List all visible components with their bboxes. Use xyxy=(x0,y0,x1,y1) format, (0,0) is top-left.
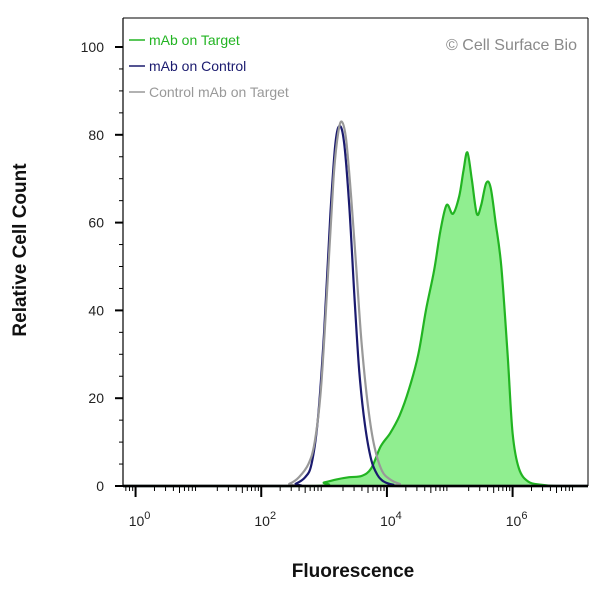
y-tick-label: 20 xyxy=(88,390,104,406)
x-tick-label: 104 xyxy=(380,510,402,529)
x-tick-label: 102 xyxy=(254,510,276,529)
series-line-mab-on-target xyxy=(123,151,588,488)
y-tick-label: 100 xyxy=(81,39,105,55)
y-axis-title: Relative Cell Count xyxy=(10,163,31,337)
series-layer xyxy=(123,120,588,488)
y-tick-label: 0 xyxy=(96,478,104,494)
series-line-control-mab-on-target xyxy=(123,120,588,488)
y-tick-label: 80 xyxy=(88,127,104,143)
legend-label-control-mab-on-target: Control mAb on Target xyxy=(149,84,289,100)
y-tick-label: 40 xyxy=(88,302,104,318)
x-tick-label: 106 xyxy=(506,510,528,529)
axes-layer: 0 20 40 60 80 100 100 102 104 106 xyxy=(81,17,589,529)
x-axis-title: Fluorescence xyxy=(292,561,415,582)
x-tick-label: 100 xyxy=(129,510,151,529)
series-area-mab-on-target xyxy=(123,152,588,486)
series-line-mab-on-control xyxy=(123,124,588,488)
legend: mAb on Target mAb on Control Control mAb o… xyxy=(129,32,289,100)
legend-label-mab-on-control: mAb on Control xyxy=(149,58,246,74)
y-tick-label: 60 xyxy=(88,215,104,231)
watermark-text: © Cell Surface Bio xyxy=(446,37,577,54)
legend-label-mab-on-target: mAb on Target xyxy=(149,32,240,48)
